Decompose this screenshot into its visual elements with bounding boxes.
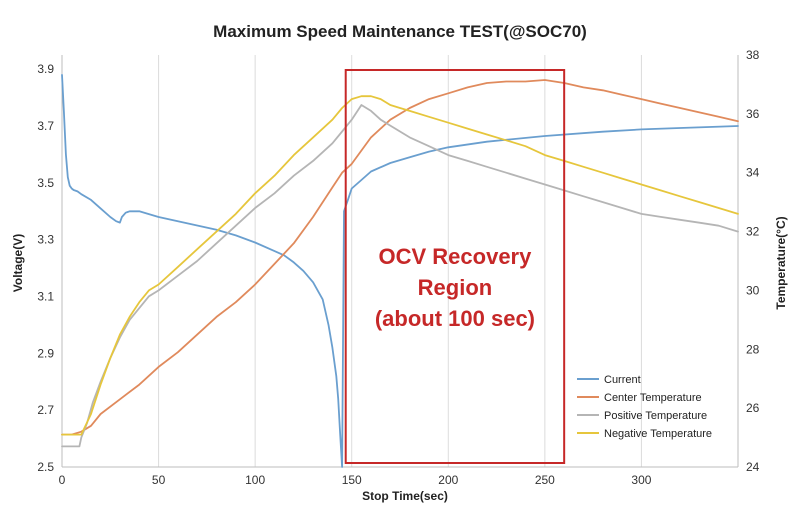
y2-tick-label: 24: [746, 460, 760, 474]
y-tick-label: 3.7: [37, 119, 54, 133]
y-tick-label: 2.9: [37, 346, 54, 360]
annotation-text: (about 100 sec): [375, 306, 535, 331]
x-axis-label: Stop Time(sec): [362, 489, 448, 503]
x-tick-label: 250: [535, 473, 555, 487]
ocv-region-box: [344, 69, 566, 464]
series-line-current: [61, 74, 739, 468]
x-tick-label: 150: [342, 473, 362, 487]
y2-tick-label: 26: [746, 401, 760, 415]
legend-label: Negative Temperature: [604, 428, 712, 440]
y2-tick-label: 30: [746, 283, 760, 297]
y-tick-label: 3.3: [37, 233, 54, 247]
y-tick-label: 3.1: [37, 290, 54, 304]
axes: 0 50 100 150 200 250 300 2.5 2.7 2.9 3.1 3.3 3.5 3.7 3…: [37, 48, 759, 487]
y-tick-label: 3.5: [37, 176, 54, 190]
y-axis-label: Voltage(V): [11, 234, 25, 292]
y2-tick-label: 28: [746, 342, 760, 356]
annotation-text: Region: [418, 275, 493, 300]
y2-tick-label: 34: [746, 166, 760, 180]
chart-title: Maximum Speed Maintenance TEST(@SOC70): [213, 22, 587, 41]
series-group: [61, 74, 739, 468]
x-tick-label: 100: [245, 473, 265, 487]
x-tick-label: 200: [438, 473, 458, 487]
y-tick-label: 2.7: [37, 403, 54, 417]
series-line-negative-temperature: [61, 95, 739, 436]
x-tick-label: 300: [631, 473, 651, 487]
annotation-text: OCV Recovery: [379, 244, 533, 269]
annotation-group: OCV Recovery Region (about 100 sec): [344, 69, 566, 464]
y2-tick-label: 38: [746, 48, 760, 62]
y2-tick-label: 36: [746, 107, 760, 121]
y2-tick-label: 32: [746, 225, 760, 239]
x-tick-label: 50: [152, 473, 166, 487]
x-tick-label: 0: [59, 473, 66, 487]
legend-label: Center Temperature: [604, 392, 702, 404]
y-tick-label: 3.9: [37, 62, 54, 76]
legend-label: Current: [604, 374, 641, 386]
legend-label: Positive Temperature: [604, 410, 707, 422]
legend: Current Center Temperature Positive Temper…: [577, 374, 712, 440]
y-tick-label: 2.5: [37, 460, 54, 474]
y2-axis-label: Temperature(°C): [774, 216, 788, 309]
series-line-center-temperature: [61, 79, 739, 436]
grid: [158, 55, 642, 467]
